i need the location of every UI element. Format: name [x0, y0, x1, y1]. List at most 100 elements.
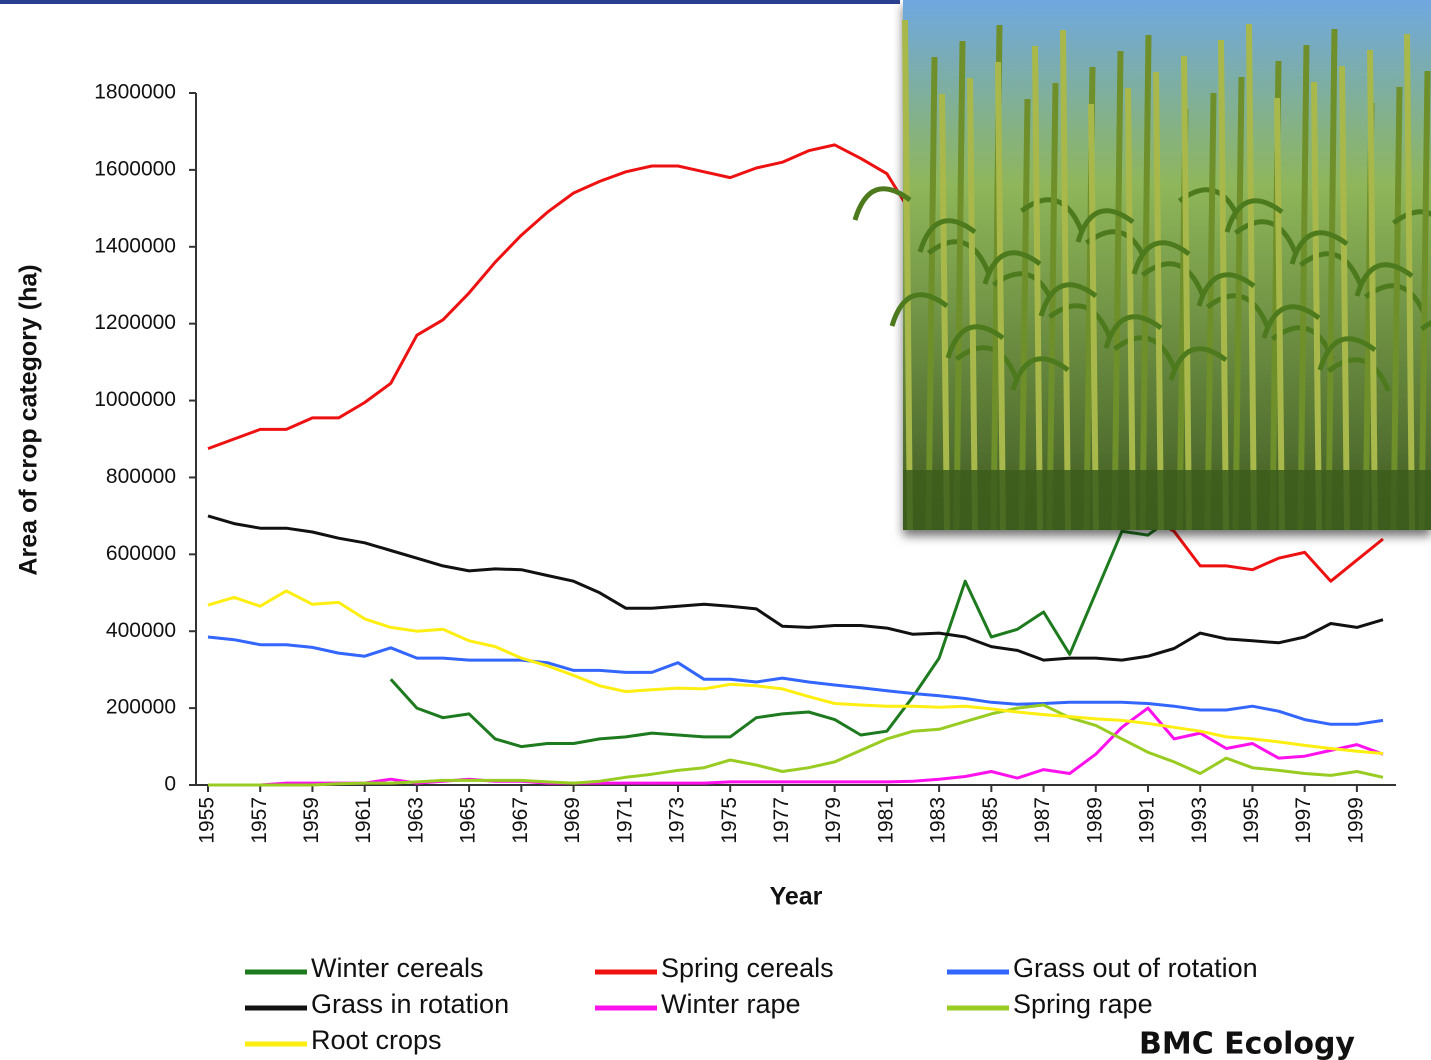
- x-tick-label: 1983: [927, 797, 950, 844]
- corn-leaf: [1141, 261, 1205, 296]
- corn-stalk: [1060, 29, 1071, 531]
- corn-leaf: [1038, 282, 1098, 317]
- x-tick-label: 1991: [1136, 797, 1159, 844]
- corn-leaf: [1131, 240, 1191, 275]
- corn-leaf: [1168, 346, 1228, 381]
- top-bar: [0, 0, 900, 4]
- corn-stalk: [1232, 76, 1245, 531]
- plot-area: 0 200000 400000 600000 800000 1000000 1200000 1…: [94, 81, 1396, 844]
- corn-leaf: [927, 239, 991, 274]
- x-tick-label: 1963: [404, 797, 427, 844]
- corn-leaf: [1048, 303, 1112, 338]
- corn-leaf: [1420, 320, 1431, 332]
- x-tick-label: 1955: [196, 797, 219, 844]
- x-tick-label: 1981: [874, 797, 897, 844]
- legend-label: Grass in rotation: [311, 989, 509, 1019]
- corn-leaf: [1354, 262, 1414, 297]
- corn-stalk: [925, 56, 938, 531]
- legend-label: Winter rape: [661, 989, 801, 1019]
- corn-stalk: [1311, 81, 1322, 531]
- corn-leaf: [1299, 251, 1363, 286]
- corn-stalk: [967, 77, 978, 531]
- corn-photo: [852, 0, 1431, 531]
- corn-stalk: [902, 19, 913, 531]
- x-tick-label: 1975: [718, 797, 741, 844]
- corn-leaf: [1224, 198, 1284, 233]
- corn-leaf: [1327, 357, 1391, 392]
- series-line: [208, 703, 1384, 787]
- corn-stalk: [1218, 39, 1229, 531]
- x-axis-title: Year: [770, 883, 823, 911]
- legend-label: Root crops: [311, 1025, 442, 1055]
- corn-leaf: [955, 345, 1019, 380]
- corn-stalk: [1297, 44, 1310, 531]
- corn-stalk: [1032, 45, 1043, 531]
- y-tick-label: 1600000: [94, 157, 176, 180]
- corn-stalk: [1018, 98, 1031, 531]
- x-tick-label: 1997: [1292, 797, 1315, 844]
- legend-label: Spring rape: [1013, 989, 1153, 1019]
- y-tick-label: 800000: [106, 465, 176, 488]
- corn-stalk: [1325, 28, 1338, 531]
- series-line: [207, 143, 1384, 583]
- corn-stalk: [1367, 49, 1378, 531]
- legend-label: Grass out of rotation: [1013, 953, 1258, 983]
- x-tick-label: 1977: [770, 797, 793, 844]
- y-tick-label: 1400000: [94, 234, 176, 257]
- x-tick-label: 1961: [352, 797, 375, 844]
- x-tick-label: 1965: [457, 797, 480, 844]
- corn-leaf: [1103, 314, 1163, 349]
- series-line: [207, 635, 1384, 726]
- series-line: [208, 706, 1384, 787]
- x-tick-label: 1957: [248, 797, 271, 844]
- x-tick-label: 1959: [300, 797, 323, 844]
- x-tick-label: 1985: [979, 797, 1002, 844]
- corn-leaf: [1010, 356, 1070, 391]
- corn-leaf: [1289, 230, 1349, 265]
- y-tick-label: 600000: [106, 542, 176, 565]
- x-tick-label: 1969: [561, 797, 584, 844]
- corn-leaf: [852, 186, 912, 221]
- x-tick-label: 1989: [1083, 797, 1106, 844]
- corn-leaf: [917, 218, 977, 253]
- corn-stalk: [1153, 71, 1164, 531]
- series-line: [207, 514, 1384, 662]
- series-line: [207, 589, 1384, 755]
- x-tick-label: 1987: [1031, 797, 1054, 844]
- corn-stalk: [1246, 23, 1257, 531]
- y-axis-title: Area of crop category (ha): [15, 264, 43, 575]
- corn-leaf: [889, 292, 949, 327]
- corn-stalk: [1125, 87, 1136, 531]
- brand: BMC Ecology: [1139, 1027, 1355, 1060]
- y-tick-label: 1800000: [94, 81, 176, 104]
- corn-stalk: [1181, 55, 1192, 531]
- x-tick-label: 1971: [613, 797, 636, 844]
- x-tick-label: 1999: [1344, 797, 1367, 844]
- corn-stalk: [1046, 82, 1059, 531]
- corn-stalk: [939, 93, 950, 531]
- x-tick-label: 1993: [1188, 797, 1211, 844]
- corn-leaf: [1075, 208, 1135, 243]
- corn-stalk: [953, 40, 966, 531]
- corn-stalk: [1111, 50, 1124, 531]
- corn-leaf: [1196, 272, 1256, 307]
- x-tick-label: 1979: [822, 797, 845, 844]
- corn-stalk: [1418, 70, 1431, 531]
- corn-leaf: [945, 324, 1005, 359]
- y-tick-label: 200000: [106, 696, 176, 719]
- corn-leaf: [982, 250, 1042, 285]
- corn-stalk: [1088, 103, 1099, 531]
- corn-leaf: [1206, 293, 1270, 328]
- corn-stalk: [995, 61, 1006, 531]
- y-tick-label: 400000: [106, 619, 176, 642]
- y-tick-label: 1200000: [94, 311, 176, 334]
- corn-stalk: [1204, 92, 1217, 531]
- corn-stalk: [1390, 86, 1403, 531]
- x-tick-label: 1995: [1240, 797, 1263, 844]
- legend-label: Spring cereals: [661, 953, 834, 983]
- corn-leaf: [1234, 219, 1298, 254]
- corn-stalk: [1404, 33, 1415, 531]
- y-tick-label: 0: [164, 773, 176, 796]
- corn-stalk: [1139, 34, 1152, 531]
